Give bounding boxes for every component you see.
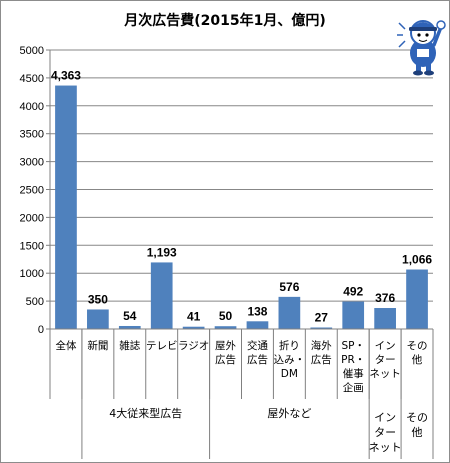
- category-label: SP・ PR・催事企画: [341, 340, 365, 394]
- category-label: 雑誌: [119, 339, 140, 352]
- bar: [246, 321, 269, 329]
- axes: [46, 49, 434, 459]
- bar: [342, 301, 365, 329]
- value-label: 27: [315, 310, 329, 324]
- bar: [406, 269, 428, 329]
- gridlines: [50, 49, 433, 302]
- value-label: 138: [247, 304, 267, 318]
- y-tick-label: 5000: [20, 45, 44, 57]
- category-label: 新聞: [87, 339, 108, 352]
- category-label: ラジオ: [178, 340, 209, 352]
- value-label: 54: [123, 309, 137, 323]
- mascot-character-icon: [397, 20, 446, 76]
- bar: [87, 309, 109, 329]
- bar: [182, 326, 205, 329]
- bar: [374, 308, 396, 329]
- y-tick-label: 1500: [20, 240, 44, 252]
- value-labels: 4,363 350 54 1,193 41 50 138 576 27 492 376 1,066: [51, 69, 432, 325]
- value-label: 350: [88, 292, 108, 306]
- category-label: 屋外広告: [215, 340, 236, 366]
- y-tick-label: 3000: [20, 157, 44, 169]
- group-label: 4大従来型広告: [109, 406, 182, 420]
- y-tick-label: 0: [38, 324, 44, 336]
- value-label: 376: [375, 291, 395, 305]
- category-label: 全体: [55, 339, 76, 352]
- group-label: 屋外など: [267, 407, 311, 420]
- y-tick-label: 500: [26, 296, 44, 308]
- group-label: その他: [406, 411, 428, 439]
- value-label: 576: [279, 280, 299, 294]
- value-label: 50: [219, 309, 233, 323]
- category-label: その他: [407, 340, 428, 366]
- group-label: インターネット: [369, 411, 402, 454]
- category-label: 海外広告: [311, 339, 332, 366]
- value-label: 1,193: [147, 245, 177, 259]
- bars: [55, 85, 428, 329]
- bar: [214, 326, 237, 329]
- category-label: 折り込み・ DM: [274, 339, 306, 380]
- y-tick-label: 3500: [20, 129, 44, 141]
- y-tick-label: 4000: [20, 101, 44, 113]
- bar: [278, 296, 301, 329]
- bar: [55, 85, 77, 329]
- category-label: 交通広告: [247, 339, 268, 366]
- bar: [310, 327, 333, 329]
- y-tick-label: 2500: [20, 185, 44, 197]
- y-tick-labels: 0 500 1000 1500 2000 2500 3000 3500 4000 4500 5000: [20, 45, 44, 336]
- value-label: 492: [343, 285, 363, 299]
- value-label: 41: [187, 310, 201, 324]
- category-label: テレビ: [146, 340, 178, 352]
- y-tick-label: 1000: [20, 268, 44, 280]
- bar: [118, 325, 141, 329]
- y-tick-label: 4500: [20, 73, 44, 85]
- value-label: 1,066: [402, 253, 432, 267]
- value-label: 4,363: [51, 69, 81, 83]
- y-tick-label: 2000: [20, 212, 44, 224]
- chart-title: 月次広告費(2015年1月、億円): [123, 12, 326, 29]
- category-label: インターネット: [369, 340, 401, 380]
- bar: [150, 262, 173, 329]
